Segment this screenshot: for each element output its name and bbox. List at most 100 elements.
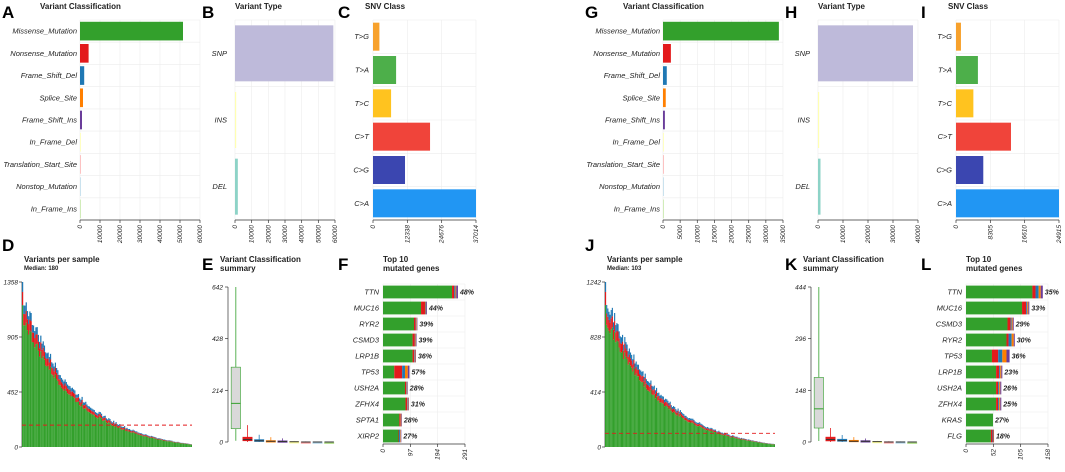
sample-bar-nonsense: [683, 416, 685, 419]
bar-ins: [818, 92, 820, 148]
sample-bar-frameshift: [111, 422, 114, 424]
sample-bar-frameshift: [726, 434, 728, 435]
sample-bar-nonsense: [168, 440, 171, 442]
sample-bar-frameshift: [657, 393, 659, 397]
category-label: SNP: [795, 49, 810, 58]
bar-snv: [956, 56, 978, 84]
category-label: Nonsense_Mutation: [593, 49, 660, 58]
gene-bar-other: [415, 349, 416, 363]
panel-letter: G: [585, 3, 598, 22]
sample-bar-frameshift: [652, 386, 654, 391]
sample-bar-missense: [759, 442, 761, 447]
sample-bar-nonsense: [165, 440, 167, 442]
sample-bar-frameshift: [159, 438, 161, 439]
sample-bar-missense: [738, 438, 740, 447]
sample-bar-nonsense: [82, 405, 84, 409]
sample-bar-nonsense: [48, 362, 50, 370]
sample-bar-frameshift: [685, 415, 687, 418]
sample-bar-nonsense: [750, 440, 752, 441]
sample-bar-missense: [26, 330, 29, 447]
category-label: Frame_Shift_Ins: [22, 116, 77, 125]
vc-x-tick-label: 30000: [763, 225, 770, 243]
sample-bar-nonsense: [658, 395, 660, 401]
sample-bar-frameshift: [142, 433, 144, 435]
sample-bar-missense: [139, 435, 141, 447]
gene-bar-frameshift: [406, 381, 407, 395]
gene-label: TP53: [944, 352, 963, 361]
sample-bar-frameshift: [48, 357, 50, 363]
panel-letter: J: [585, 236, 594, 255]
sample-bar-frameshift: [147, 435, 149, 436]
sample-bar-missense: [623, 359, 625, 447]
snv-x-tick-label: 0: [953, 225, 960, 229]
sample-bar-missense: [155, 438, 157, 447]
box-missense_mutation: [813, 377, 824, 429]
sample-bar-nonsense: [149, 437, 151, 438]
sample-bar-nonsense: [53, 371, 55, 378]
category-label: C>A: [354, 199, 369, 208]
sample-bar-frameshift: [615, 325, 617, 333]
sample-bar-frameshift: [637, 364, 639, 370]
sample-bar-nonsense: [113, 422, 115, 425]
sample-bar-missense: [729, 437, 731, 447]
sample-bar-missense: [752, 441, 754, 447]
gene-bar-splice: [1038, 285, 1041, 299]
category-label: DEL: [795, 182, 810, 191]
gene-bar-nonsense: [1007, 317, 1011, 331]
category-label: INS: [214, 116, 227, 125]
sample-bar-frameshift: [71, 387, 73, 392]
sample-bar-missense: [665, 405, 667, 447]
sample-bar-missense: [748, 440, 751, 447]
sample-bar-missense: [690, 422, 692, 447]
panel-letter: F: [338, 255, 348, 274]
sample-bar-missense: [80, 406, 82, 447]
sample-bar-nonsense: [40, 342, 42, 352]
gene-label: SPTA1: [356, 416, 379, 425]
gene-bar-splice: [407, 397, 409, 411]
bar-snv: [956, 189, 1059, 218]
gene-percent: 28%: [403, 418, 419, 425]
gene-label: USH2A: [937, 384, 962, 393]
sample-bar-missense: [176, 442, 178, 447]
sample-bar-frameshift: [670, 405, 672, 408]
sample-bar-nonsense: [702, 426, 704, 429]
sample-bar-nonsense: [100, 415, 103, 419]
sample-bar-missense: [46, 366, 48, 447]
sample-bar-nonsense: [76, 397, 78, 402]
sample-bar-missense: [62, 389, 64, 447]
sample-bar-missense: [714, 432, 717, 447]
sample-bar-frameshift: [627, 351, 629, 357]
gene-bar-nonsense: [421, 301, 425, 315]
sample-bar-missense: [136, 433, 138, 447]
sample-bar-nonsense: [83, 405, 86, 409]
sample-bar-frameshift: [141, 433, 143, 435]
gene-bar-missense: [383, 429, 399, 443]
sample-bar-nonsense: [29, 319, 31, 331]
sample-bar-nonsense: [68, 389, 70, 395]
sample-bar-frameshift: [77, 393, 80, 398]
sample-bar-nonsense: [654, 393, 656, 399]
sample-bar-frameshift: [86, 404, 88, 408]
sample-bar-missense: [148, 437, 150, 447]
sample-bar-frameshift: [51, 362, 53, 368]
gene-label: MUC16: [937, 304, 963, 313]
sample-bar-nonsense: [730, 436, 732, 438]
sample-bar-missense: [75, 401, 77, 447]
sample-bar-missense: [727, 435, 729, 447]
category-label: T>A: [355, 66, 369, 75]
gene-bar-missense: [966, 365, 997, 379]
sample-bar-frameshift: [679, 410, 681, 413]
sample-bar-missense: [53, 377, 55, 447]
sample-bar-missense: [181, 443, 183, 447]
bar-snv: [956, 122, 1011, 151]
category-label: Frame_Shift_Del: [604, 71, 661, 80]
sample-bar-frameshift: [149, 436, 151, 438]
sample-bar-nonsense: [680, 414, 683, 417]
sample-bar-frameshift: [28, 316, 30, 325]
sample-bar-nonsense: [170, 440, 172, 442]
sample-bar-nonsense: [139, 434, 141, 436]
panel-title: Variant Type: [235, 2, 283, 11]
bar-in_frame_ins: [80, 199, 81, 219]
gene-bar-splice: [455, 285, 457, 299]
sample-bar-missense: [725, 435, 727, 447]
